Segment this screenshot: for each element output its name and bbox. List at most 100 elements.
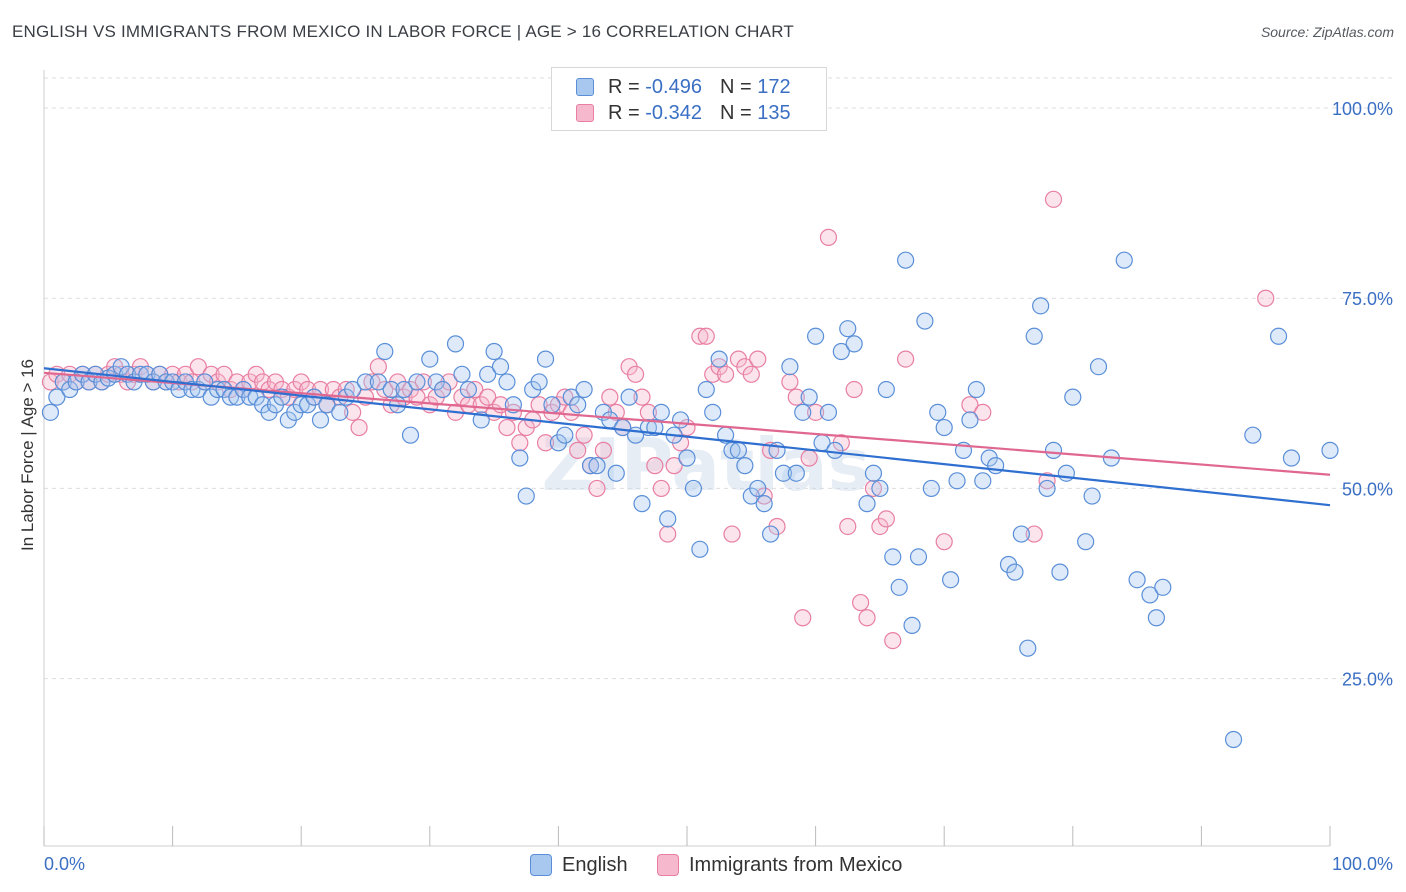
data-point [376, 342, 394, 361]
data-point [800, 449, 818, 467]
data-point [929, 403, 947, 421]
data-point [356, 373, 375, 391]
data-point [691, 327, 709, 345]
data-point [659, 510, 677, 528]
data-point [331, 403, 349, 421]
legend-r-label: R = [608, 101, 640, 124]
data-point [935, 418, 953, 437]
data-point [292, 396, 310, 414]
tick-labels: 100.0% 75.0% 50.0% 25.0% 0.0% 100.0% [44, 99, 1393, 874]
series-english-points [41, 251, 1339, 749]
data-point [884, 548, 902, 566]
data-point [41, 403, 60, 421]
legend-swatch-english [576, 78, 594, 96]
data-point [742, 365, 760, 383]
data-point [511, 434, 529, 452]
data-point [1147, 609, 1165, 627]
data-point [446, 335, 465, 353]
data-point [832, 342, 850, 361]
data-point [665, 457, 683, 475]
legend-n-value: 172 [757, 75, 791, 98]
data-point [1089, 358, 1108, 376]
data-point [819, 403, 838, 421]
data-point [646, 457, 664, 475]
data-point [877, 510, 895, 528]
data-point [607, 464, 625, 482]
data-point [787, 464, 805, 482]
chart-title: ENGLISH VS IMMIGRANTS FROM MEXICO IN LAB… [12, 22, 794, 41]
trend-line-english [43, 367, 1331, 507]
data-point [897, 350, 915, 368]
legend-swatch-mexico [576, 104, 594, 122]
data-point [961, 396, 979, 414]
data-point [311, 411, 330, 429]
data-point [806, 327, 825, 345]
data-point [1032, 297, 1050, 315]
data-point [819, 228, 838, 246]
bottom-legend-mexico: Immigrants from Mexico [657, 852, 902, 878]
legend-r-value: -0.496 [645, 75, 702, 98]
data-point [864, 479, 883, 498]
data-point [395, 380, 413, 399]
data-point [671, 411, 690, 429]
data-point [556, 388, 574, 406]
data-point [1141, 586, 1159, 604]
data-point [382, 380, 400, 399]
data-point [369, 373, 387, 391]
data-point [974, 472, 992, 490]
data-point [697, 380, 715, 399]
data-point [691, 540, 709, 558]
data-point [491, 358, 510, 376]
data-point [344, 403, 362, 421]
data-point [909, 548, 928, 566]
data-point [581, 457, 600, 475]
data-point [749, 479, 767, 498]
data-point [716, 365, 735, 383]
data-point [511, 449, 529, 467]
legend-n-value: 135 [757, 101, 791, 124]
data-point [530, 373, 548, 391]
data-point [1282, 449, 1301, 467]
data-point [601, 388, 619, 406]
data-point [684, 479, 703, 498]
data-point [485, 342, 503, 361]
data-point [1012, 525, 1030, 543]
data-point [749, 350, 767, 368]
data-point [626, 365, 645, 383]
data-point [1154, 578, 1172, 596]
data-point [877, 380, 895, 399]
data-point [633, 388, 651, 406]
data-point [1051, 563, 1069, 581]
legend-r-value: -0.342 [645, 101, 702, 124]
data-point [1115, 251, 1133, 269]
data-point [942, 571, 960, 589]
data-point [794, 403, 812, 421]
data-point [916, 312, 934, 330]
bottom-legend-swatch-mexico [657, 854, 679, 876]
data-point [787, 388, 805, 406]
data-point [723, 525, 741, 543]
data-point [884, 631, 902, 650]
data-point [569, 396, 587, 414]
data-point [1057, 464, 1075, 482]
data-point [961, 411, 979, 429]
data-point [800, 388, 818, 406]
data-point [594, 441, 613, 459]
data-point [215, 365, 233, 383]
bottom-legend-english: English [530, 852, 628, 878]
data-point [1064, 388, 1082, 406]
data-point [652, 479, 670, 498]
y-axis-label: In Labor Force | Age > 16 [18, 358, 37, 552]
correlation-legend: R = -0.496 N = 172 R = -0.342 N = 135 [551, 67, 827, 131]
data-point [1269, 327, 1288, 345]
data-point [48, 388, 66, 406]
y-tick-label: 75.0% [1342, 289, 1393, 309]
x-tick-label: 0.0% [44, 854, 85, 874]
legend-row-mexico: R = -0.342 N = 135 [576, 101, 791, 125]
data-point [755, 495, 773, 513]
data-point [1025, 327, 1043, 345]
data-point [781, 373, 799, 391]
watermark: ZIPatlas [542, 423, 871, 507]
trend-lines [43, 367, 1331, 507]
data-point [864, 464, 883, 482]
